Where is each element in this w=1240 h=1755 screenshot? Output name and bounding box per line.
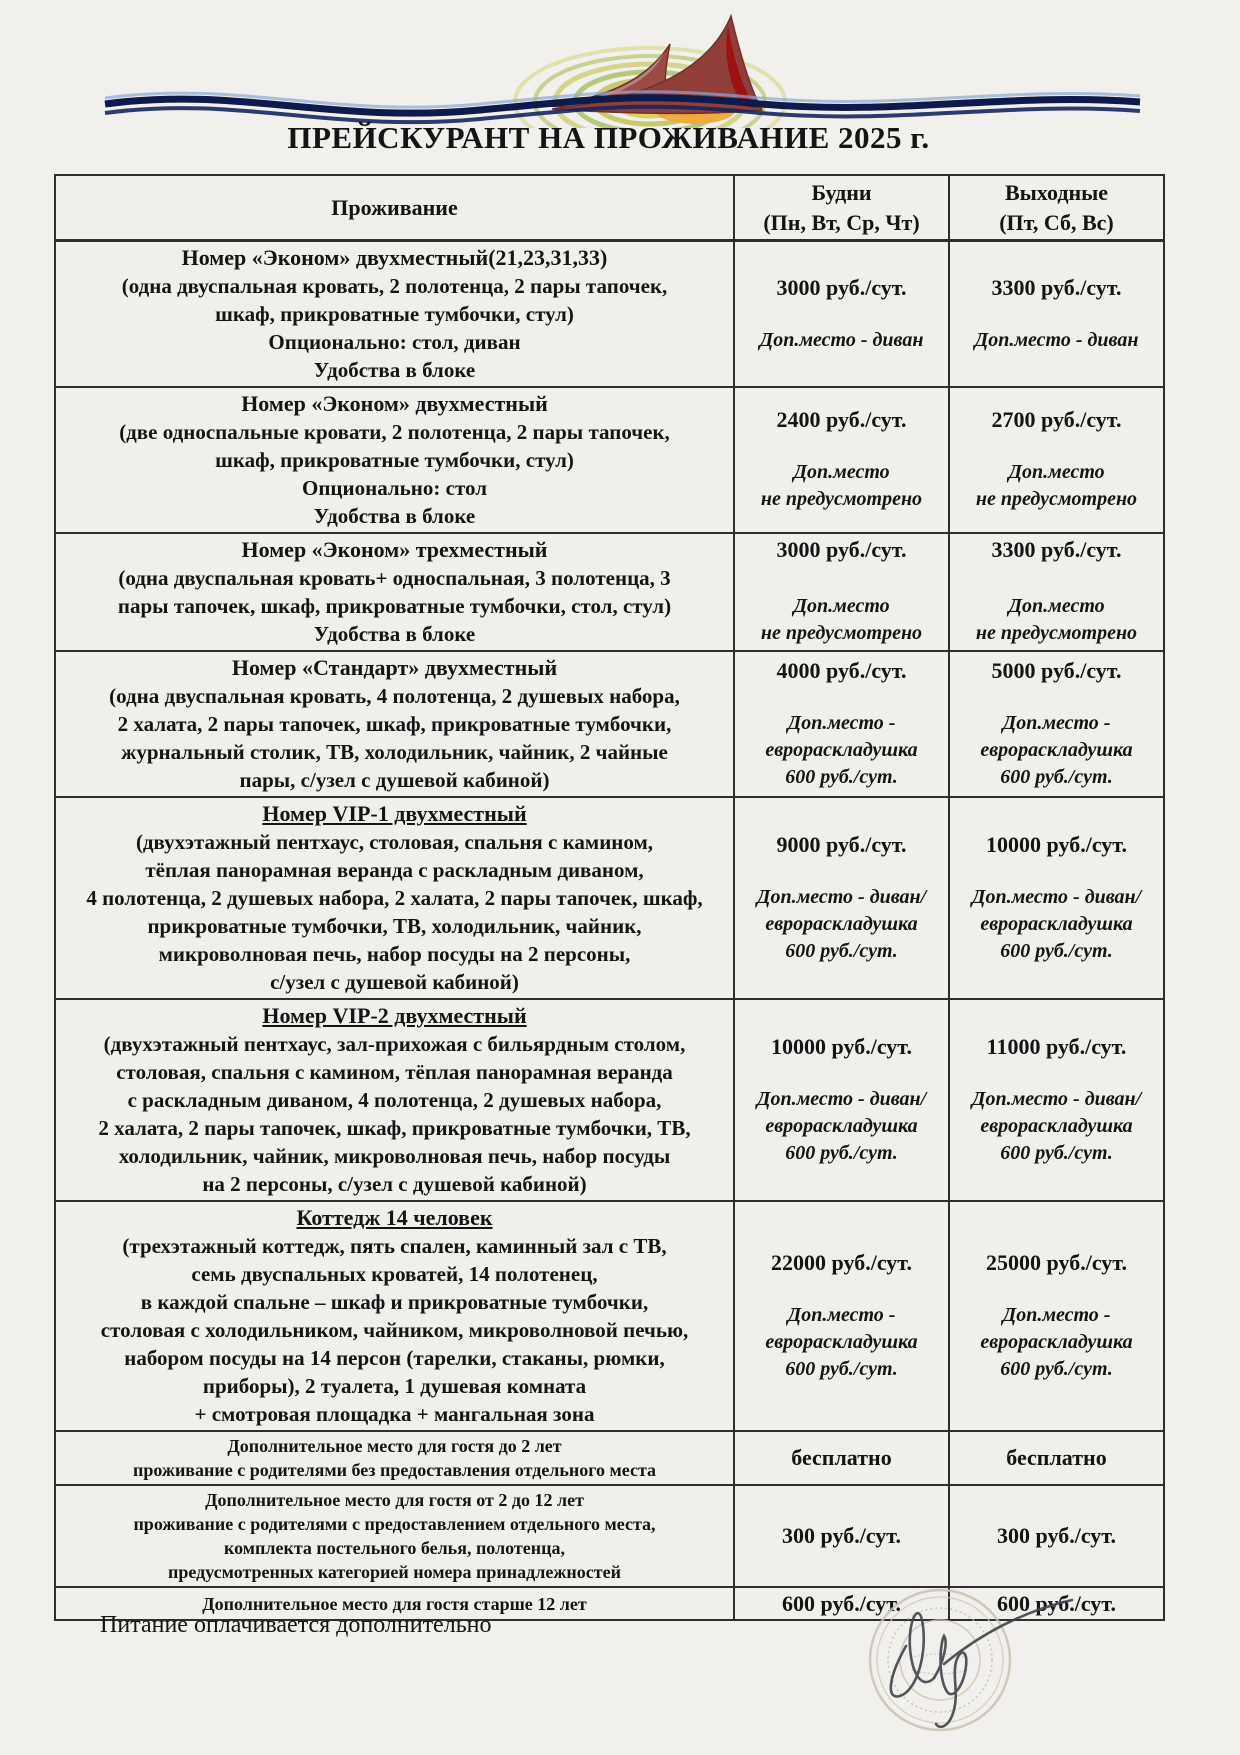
col-header-accommodation: Проживание — [54, 174, 735, 243]
room-description: (двухэтажный пентхаус, зал-прихожая с би… — [98, 1032, 691, 1197]
room-name-cell: Номер «Эконом» двухместный (две односпал… — [54, 386, 735, 535]
weekday-price-cell: бесплатно — [733, 1430, 950, 1487]
table-row-extra-2-to-12: Дополнительное место для гостя от 2 до 1… — [54, 1484, 1165, 1589]
room-description: (двухэтажный пентхаус, столовая, спальня… — [86, 830, 703, 995]
weekday-extra-note: Доп.место - еврораскладушка 600 руб./сут… — [765, 711, 918, 788]
weekday-extra-note: Доп.место - диван/ еврораскладушка 600 р… — [756, 885, 927, 962]
room-name-cell: Номер «Стандарт» двухместный (одна двусп… — [54, 650, 735, 799]
weekend-extra-note: Доп.место - диван — [974, 328, 1139, 351]
weekday-extra-note: Доп.место не предусмотрено — [760, 595, 923, 645]
weekday-extra-note: Доп.место не предусмотрено — [760, 461, 923, 511]
weekend-price-cell: 10000 руб./сут. Доп.место - диван/ еврор… — [948, 796, 1165, 1001]
room-title: Дополнительное место для гостя старше 12… — [202, 1593, 587, 1614]
weekend-price: 2700 руб./сут. — [991, 407, 1122, 433]
room-name-cell: Номер «Эконом» трехместный (одна двуспал… — [54, 532, 735, 653]
col-header-weekend: Выходные (Пт, Сб, Вс) — [948, 174, 1165, 243]
weekend-price: 3300 руб./сут. — [991, 274, 1122, 300]
weekend-extra-note: Доп.место не предусмотрено — [975, 595, 1138, 645]
signature-icon — [889, 1598, 1074, 1729]
weekday-price-cell: 300 руб./сут. — [733, 1484, 950, 1589]
weekend-extra-note: Доп.место - диван/ еврораскладушка 600 р… — [971, 1087, 1142, 1164]
table-row-standart-double: Номер «Стандарт» двухместный (одна двусп… — [54, 650, 1165, 799]
room-description: (одна двуспальная кровать, 2 полотенца, … — [121, 274, 668, 383]
waves-icon — [104, 90, 1141, 125]
room-description: (трехэтажный коттедж, пять спален, камин… — [100, 1234, 689, 1427]
weekend-extra-note: Доп.место - еврораскладушка 600 руб./сут… — [980, 1303, 1133, 1380]
room-title: Номер «Эконом» трехместный — [241, 537, 548, 563]
weekend-price-cell: бесплатно — [948, 1430, 1165, 1487]
weekend-price: 300 руб./сут. — [997, 1523, 1116, 1549]
weekend-extra-note: Доп.место - еврораскладушка 600 руб./сут… — [980, 711, 1133, 788]
room-title: Номер «Стандарт» двухместный — [231, 655, 558, 681]
weekend-extra-note: Доп.место не предусмотрено — [975, 461, 1138, 511]
weekday-extra-note: Доп.место - диван — [759, 328, 924, 351]
room-title: Номер VIP-1 двухместный — [262, 801, 527, 827]
page-title: ПРЕЙСКУРАНТ НА ПРОЖИВАНИЕ 2025 г. — [287, 120, 930, 155]
room-title: Дополнительное место для гостя до 2 лет … — [132, 1436, 657, 1481]
weekday-price-cell: 2400 руб./сут. Доп.место не предусмотрен… — [733, 386, 950, 535]
weekend-price: 3300 руб./сут. — [991, 537, 1122, 563]
room-title: Номер VIP-2 двухместный — [262, 1003, 527, 1029]
weekend-price: 11000 руб./сут. — [986, 1033, 1127, 1059]
weekend-price-cell: 11000 руб./сут. Доп.место - диван/ еврор… — [948, 998, 1165, 1203]
table-row-cottage-14: Коттедж 14 человек (трехэтажный коттедж,… — [54, 1200, 1165, 1433]
room-title: Номер «Эконом» двухместный(21,23,31,33) — [181, 245, 608, 271]
room-title: Номер «Эконом» двухместный — [241, 391, 548, 417]
room-description: (одна двуспальная кровать, 4 полотенца, … — [109, 684, 680, 793]
room-name-cell: Номер VIP-1 двухместный (двухэтажный пен… — [54, 796, 735, 1001]
room-name-cell: Коттедж 14 человек (трехэтажный коттедж,… — [54, 1200, 735, 1433]
room-name-cell: Дополнительное место для гостя до 2 лет … — [54, 1430, 735, 1487]
weekend-extra-note: Доп.место - диван/ еврораскладушка 600 р… — [971, 885, 1142, 962]
weekend-price-cell: 2700 руб./сут. Доп.место не предусмотрен… — [948, 386, 1165, 535]
weekend-price-cell: 3300 руб./сут. Доп.место - диван — [948, 239, 1165, 389]
room-description: (две односпальные кровати, 2 полотенца, … — [119, 420, 670, 529]
weekend-price: 5000 руб./сут. — [991, 657, 1122, 683]
weekday-price: 3000 руб./сут. — [776, 537, 907, 563]
header-row: Проживание Будни (Пн, Вт, Ср, Чт) Выходн… — [54, 174, 1165, 243]
room-name-cell: Дополнительное место для гостя от 2 до 1… — [54, 1484, 735, 1589]
weekend-price: бесплатно — [1006, 1445, 1107, 1471]
weekday-price: 4000 руб./сут. — [776, 657, 907, 683]
table-row-vip2-double: Номер VIP-2 двухместный (двухэтажный пен… — [54, 998, 1165, 1203]
table-row-econom-triple: Номер «Эконом» трехместный (одна двуспал… — [54, 532, 1165, 653]
weekday-price: 10000 руб./сут. — [771, 1033, 912, 1059]
weekday-price: 2400 руб./сут. — [776, 407, 907, 433]
room-name-cell: Номер VIP-2 двухместный (двухэтажный пен… — [54, 998, 735, 1203]
weekday-price-cell: 10000 руб./сут. Доп.место - диван/ еврор… — [733, 998, 950, 1203]
room-title: Дополнительное место для гостя от 2 до 1… — [133, 1490, 656, 1583]
room-name-cell: Номер «Эконом» двухместный(21,23,31,33) … — [54, 239, 735, 389]
weekday-price: 600 руб./сут. — [782, 1590, 901, 1616]
weekday-price: 3000 руб./сут. — [776, 274, 907, 300]
room-name-cell: Дополнительное место для гостя старше 12… — [54, 1586, 735, 1622]
weekend-price-cell: 25000 руб./сут. Доп.место - еврораскладу… — [948, 1200, 1165, 1433]
weekday-price-cell: 9000 руб./сут. Доп.место - диван/ еврора… — [733, 796, 950, 1001]
weekday-price-cell: 3000 руб./сут. Доп.место не предусмотрен… — [733, 532, 950, 653]
weekday-price: 9000 руб./сут. — [776, 831, 907, 857]
table-row-econom-double-1: Номер «Эконом» двухместный(21,23,31,33) … — [54, 239, 1165, 389]
table-row-econom-double-2: Номер «Эконом» двухместный (две односпал… — [54, 386, 1165, 535]
weekend-price-cell: 5000 руб./сут. Доп.место - еврораскладуш… — [948, 650, 1165, 799]
sailboat-waves-logo — [104, 13, 1141, 128]
weekend-price: 25000 руб./сут. — [986, 1249, 1127, 1275]
weekday-price-cell: 4000 руб./сут. Доп.место - еврораскладуш… — [733, 650, 950, 799]
meals-note: Питание оплачивается дополнительно — [100, 1612, 492, 1638]
weekend-price: 10000 руб./сут. — [986, 831, 1127, 857]
room-description: (одна двуспальная кровать+ односпальная,… — [117, 566, 672, 647]
table-row-extra-under-2: Дополнительное место для гостя до 2 лет … — [54, 1430, 1165, 1487]
stamp-and-signature — [868, 1588, 1074, 1732]
price-table: Проживание Будни (Пн, Вт, Ср, Чт) Выходн… — [54, 174, 1165, 1622]
weekday-price: бесплатно — [791, 1445, 892, 1471]
col-header-weekdays: Будни (Пн, Вт, Ср, Чт) — [733, 174, 950, 243]
weekday-price: 300 руб./сут. — [782, 1523, 901, 1549]
weekday-price-cell: 22000 руб./сут. Доп.место - еврораскладу… — [733, 1200, 950, 1433]
weekday-extra-note: Доп.место - еврораскладушка 600 руб./сут… — [765, 1303, 918, 1380]
weekday-price-cell: 3000 руб./сут. Доп.место - диван — [733, 239, 950, 389]
room-title: Коттедж 14 человек — [296, 1205, 493, 1231]
weekend-price-cell: 300 руб./сут. — [948, 1484, 1165, 1589]
weekday-price: 22000 руб./сут. — [771, 1249, 912, 1275]
weekday-extra-note: Доп.место - диван/ еврораскладушка 600 р… — [756, 1087, 927, 1164]
table-row-vip1-double: Номер VIP-1 двухместный (двухэтажный пен… — [54, 796, 1165, 1001]
weekend-price-cell: 3300 руб./сут. Доп.место не предусмотрен… — [948, 532, 1165, 653]
